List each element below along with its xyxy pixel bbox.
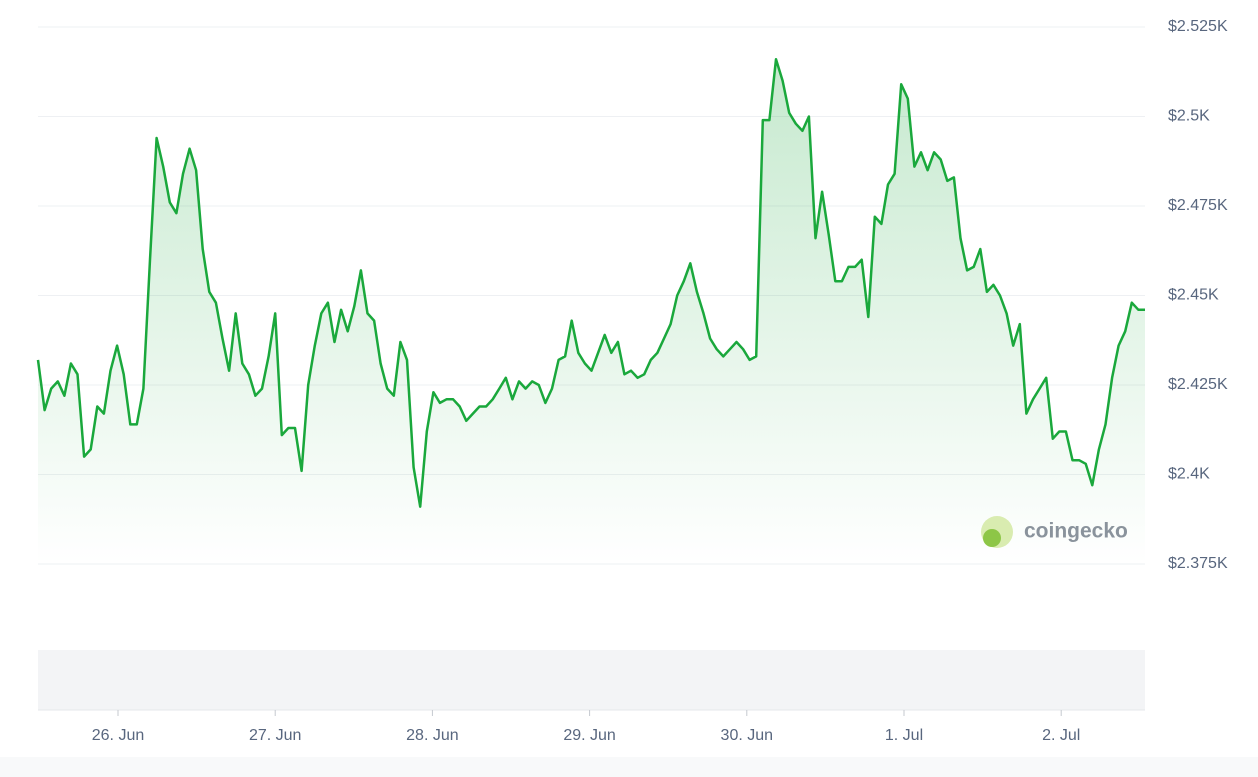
x-tick-label: 30. Jun	[721, 727, 773, 744]
y-tick-label: $2.4K	[1168, 466, 1210, 483]
x-tick-label: 27. Jun	[249, 727, 301, 744]
x-tick-label: 29. Jun	[563, 727, 615, 744]
y-tick-label: $2.475K	[1168, 197, 1228, 214]
y-tick-label: $2.375K	[1168, 555, 1228, 572]
y-tick-label: $2.45K	[1168, 287, 1219, 304]
y-tick-label: $2.525K	[1168, 18, 1228, 35]
logo-head	[983, 529, 1001, 547]
x-tick-label: 26. Jun	[92, 727, 144, 744]
x-tick-label: 1. Jul	[885, 727, 923, 744]
y-tick-label: $2.5K	[1168, 108, 1210, 125]
x-tick-label: 28. Jun	[406, 727, 458, 744]
watermark-text: coingecko	[1024, 520, 1128, 543]
y-tick-label: $2.425K	[1168, 376, 1228, 393]
volume-band	[38, 650, 1145, 710]
watermark: coingecko	[981, 516, 1128, 548]
footer-strip	[0, 757, 1258, 777]
line	[36, 57, 1145, 508]
x-tick-label: 2. Jul	[1042, 727, 1080, 744]
area	[38, 59, 1145, 564]
